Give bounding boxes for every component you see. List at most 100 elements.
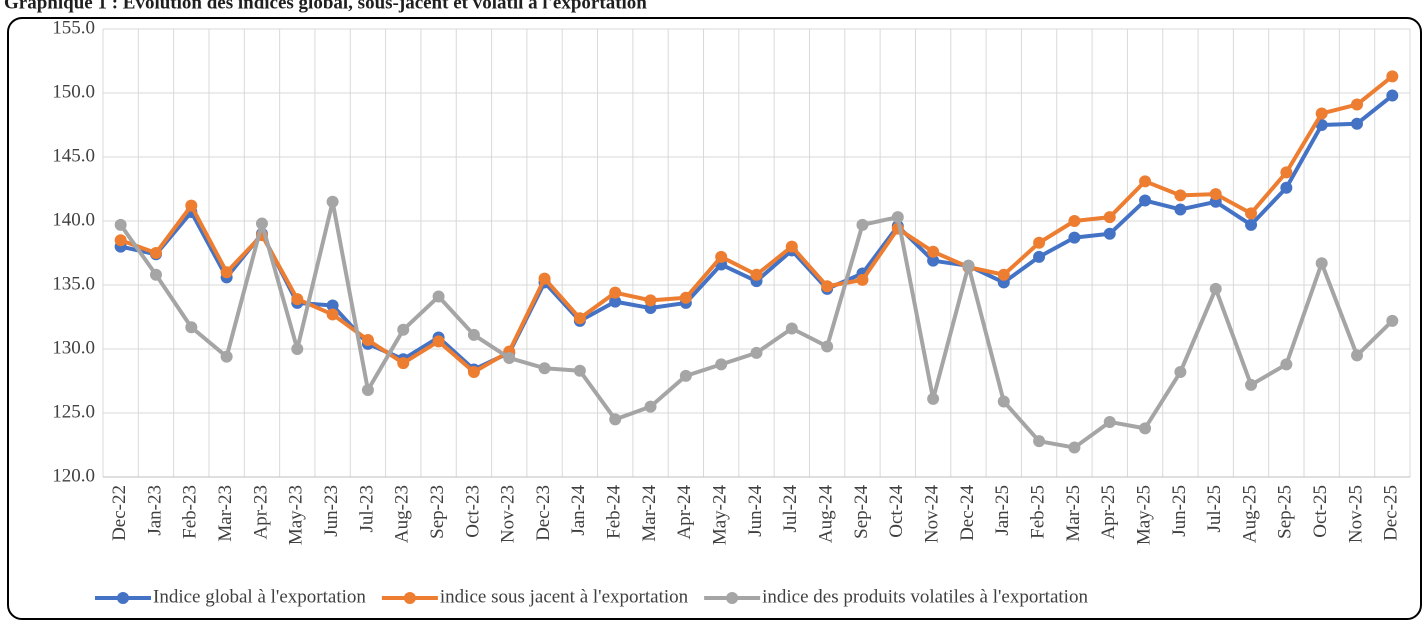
point bbox=[1103, 415, 1116, 428]
point bbox=[821, 340, 834, 353]
point bbox=[679, 291, 692, 304]
point bbox=[715, 250, 728, 263]
point bbox=[573, 364, 586, 377]
point bbox=[326, 299, 339, 312]
point bbox=[149, 247, 162, 259]
point bbox=[361, 383, 374, 396]
point bbox=[856, 273, 869, 286]
point bbox=[1139, 194, 1152, 207]
x-tick-label: Mar-25 bbox=[1063, 485, 1084, 542]
x-tick-label: Aug-25 bbox=[1239, 485, 1260, 543]
y-tick-label: 120.0 bbox=[52, 465, 95, 486]
x-tick-label: Apr-23 bbox=[250, 485, 271, 540]
point bbox=[1245, 378, 1258, 391]
x-tick-label: Sep-25 bbox=[1275, 485, 1296, 539]
x-tick-label: Dec-23 bbox=[533, 485, 554, 541]
x-tick-label: Aug-23 bbox=[392, 485, 413, 543]
point bbox=[927, 245, 940, 258]
point bbox=[1280, 358, 1293, 371]
point bbox=[821, 280, 834, 293]
y-tick-label: 140.0 bbox=[52, 209, 95, 230]
x-tick-label: May-25 bbox=[1133, 485, 1154, 545]
x-tick-label: Mar-24 bbox=[639, 485, 660, 542]
point bbox=[573, 312, 586, 325]
point bbox=[1386, 314, 1399, 327]
y-tick-label: 130.0 bbox=[52, 337, 95, 358]
point bbox=[997, 268, 1010, 281]
point bbox=[1386, 89, 1399, 102]
point bbox=[1351, 349, 1364, 362]
point bbox=[361, 334, 374, 347]
point bbox=[1068, 231, 1081, 244]
x-tick-label: Feb-23 bbox=[180, 485, 201, 539]
point bbox=[785, 322, 798, 335]
point bbox=[1386, 70, 1399, 83]
x-tick-label: Aug-24 bbox=[816, 485, 837, 544]
point bbox=[1315, 257, 1328, 270]
x-tick-label: Feb-24 bbox=[604, 485, 625, 539]
point bbox=[1351, 98, 1364, 111]
point bbox=[114, 234, 127, 247]
point bbox=[432, 335, 445, 348]
x-tick-label: Sep-23 bbox=[427, 485, 448, 539]
point bbox=[609, 295, 622, 308]
point bbox=[1103, 227, 1116, 240]
x-tick-label: Apr-24 bbox=[674, 485, 695, 540]
point bbox=[644, 294, 657, 307]
point bbox=[750, 346, 763, 359]
point bbox=[609, 286, 622, 299]
point bbox=[538, 272, 551, 285]
x-tick-label: Jul-24 bbox=[780, 485, 801, 533]
point bbox=[503, 351, 516, 364]
x-tick-label: Oct-25 bbox=[1310, 485, 1331, 538]
point bbox=[1033, 435, 1046, 448]
x-tick-label: Jul-23 bbox=[356, 485, 377, 533]
legend-marker bbox=[726, 592, 739, 604]
point bbox=[1139, 422, 1152, 435]
x-tick-label: Dec-24 bbox=[957, 485, 978, 541]
point bbox=[1174, 203, 1187, 216]
point bbox=[149, 268, 162, 281]
point bbox=[1103, 211, 1116, 224]
x-tick-label: Sep-24 bbox=[851, 485, 872, 539]
point bbox=[927, 254, 940, 267]
x-tick-label: Dec-22 bbox=[109, 485, 130, 541]
chart-title: Graphique 1 : Evolution des indices glob… bbox=[4, 0, 647, 13]
x-tick-label: May-23 bbox=[286, 485, 307, 545]
x-tick-label: Nov-25 bbox=[1345, 485, 1366, 543]
legend-label: indice des produits volatiles à l'export… bbox=[762, 586, 1088, 607]
point bbox=[750, 268, 763, 281]
point bbox=[1068, 215, 1081, 227]
point bbox=[856, 218, 869, 231]
legend-marker bbox=[403, 592, 416, 604]
x-tick-label: Nov-23 bbox=[498, 485, 519, 543]
point bbox=[1209, 188, 1222, 201]
x-tick-label: May-24 bbox=[710, 485, 731, 546]
point bbox=[927, 392, 940, 405]
x-tick-label: Apr-25 bbox=[1098, 485, 1119, 540]
point bbox=[326, 308, 339, 321]
point bbox=[997, 395, 1010, 408]
point bbox=[397, 323, 410, 336]
point bbox=[220, 350, 233, 363]
point bbox=[891, 211, 904, 224]
point bbox=[114, 218, 127, 231]
point bbox=[785, 240, 798, 253]
point bbox=[1280, 181, 1293, 194]
x-tick-label: Jun-23 bbox=[321, 485, 342, 537]
y-tick-label: 155.0 bbox=[52, 17, 95, 38]
point bbox=[255, 217, 268, 230]
x-tick-label: Jan-25 bbox=[992, 485, 1013, 536]
point bbox=[185, 199, 198, 212]
point bbox=[1139, 175, 1152, 188]
point bbox=[467, 328, 480, 341]
point bbox=[1174, 366, 1187, 379]
point bbox=[291, 293, 304, 306]
legend-marker bbox=[117, 592, 129, 604]
x-tick-label: Jan-23 bbox=[144, 485, 165, 536]
legend-label: Indice global à l'exportation bbox=[153, 586, 366, 607]
point bbox=[1209, 282, 1222, 295]
x-tick-label: Jul-25 bbox=[1204, 485, 1225, 533]
point bbox=[1315, 107, 1328, 120]
